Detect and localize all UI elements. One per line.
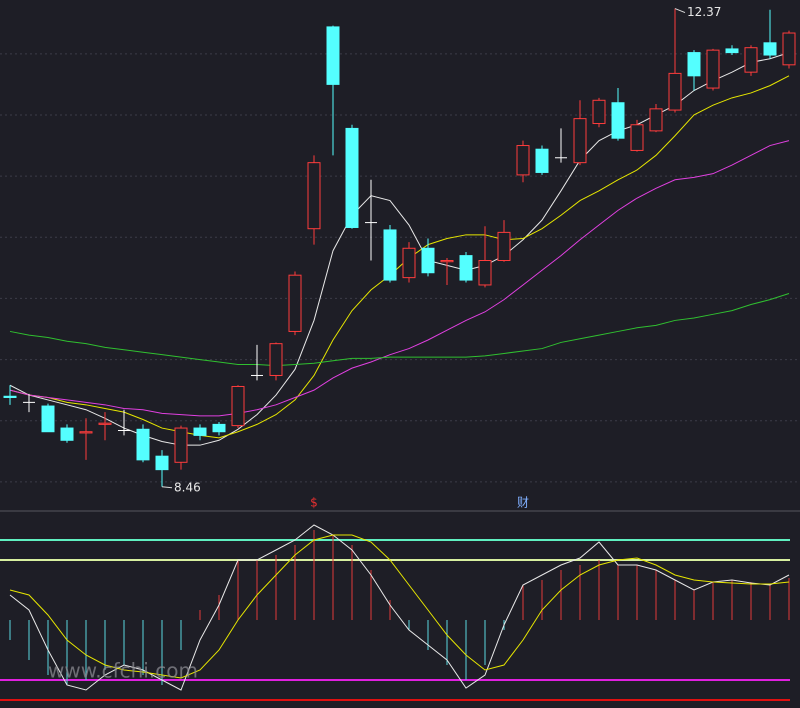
candle-body — [326, 26, 340, 85]
candle-body — [592, 99, 606, 125]
candle-body — [573, 118, 587, 164]
candle-body — [383, 229, 397, 281]
candle-body — [193, 427, 207, 436]
candle-body — [174, 427, 188, 463]
indicator-panel: $ 财 www.cfchi.com — [0, 496, 790, 701]
candle-body — [269, 343, 283, 376]
candle-body — [763, 42, 777, 56]
candle-body — [611, 102, 625, 139]
candle-body — [3, 395, 17, 398]
candle-body — [459, 255, 473, 281]
candle-body — [497, 231, 511, 262]
annotation-pointer — [674, 8, 686, 14]
candle-body — [687, 52, 701, 77]
candle-body — [231, 385, 245, 427]
candle-body — [41, 405, 55, 433]
annotation-pointer — [161, 486, 173, 489]
low-annotation: 8.46 — [174, 480, 201, 494]
candle-body — [402, 247, 416, 279]
candle-body — [668, 72, 682, 111]
candle-body — [345, 127, 359, 228]
candle-body — [98, 422, 112, 425]
indicator-line — [9, 534, 790, 679]
moving-average-line — [9, 75, 790, 439]
candle-body — [630, 124, 644, 151]
indicator-line — [9, 524, 790, 691]
candle-body — [288, 274, 302, 332]
watermark: www.cfchi.com — [48, 659, 198, 683]
candle-body — [307, 162, 321, 230]
candle-body — [725, 48, 739, 54]
candle-body — [155, 455, 169, 471]
candle-body — [706, 49, 720, 89]
candle-body — [136, 428, 150, 461]
candle-body — [782, 32, 796, 66]
candle-body — [649, 108, 663, 132]
moving-average-line — [9, 293, 790, 367]
event-marker: 财 — [517, 496, 529, 510]
candle-body — [516, 145, 530, 176]
price-panel: 12.37 8.46 — [0, 5, 800, 494]
candle-body — [440, 260, 454, 263]
candle-body — [744, 47, 758, 73]
candle-body — [478, 260, 492, 286]
candle-body — [535, 148, 549, 173]
candle-body — [60, 427, 74, 441]
event-marker: $ — [310, 496, 318, 510]
high-annotation: 12.37 — [687, 5, 721, 19]
candle-body — [79, 431, 93, 434]
moving-average-line — [9, 140, 790, 417]
candle-body — [421, 247, 435, 274]
candle-body — [212, 423, 226, 433]
